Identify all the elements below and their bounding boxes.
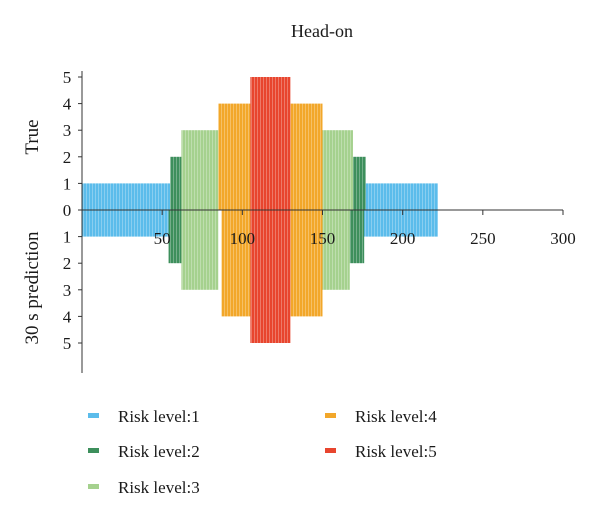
bar-true-level2-0 [170,156,182,210]
y-tick-label-true: 3 [63,121,72,140]
y-axis-label-true: True [22,119,43,154]
bar-prediction-level3-1 [322,210,350,290]
axes-layer: 50 100 150 200 250 300 0 1 2 3 4 5 1 2 3 4 5 [63,68,576,373]
legend-label: Risk level:2 [118,442,200,461]
bar-true-level1-1 [364,183,438,210]
y-tick-label-true: 0 [63,201,72,220]
bar-prediction-level5-0 [250,210,291,343]
bar-prediction-level1-0 [82,210,169,237]
legend-swatch [88,413,99,418]
legend-label: Risk level:3 [118,478,200,497]
bar-prediction-level1-1 [362,210,438,237]
bar-true-level1-0 [82,183,171,210]
legend-label: Risk level:5 [355,442,437,461]
legend-item: Risk level:3 [88,478,200,497]
legend-item: Risk level:5 [325,442,437,461]
bars-layer [82,77,438,343]
legend-swatch [325,413,336,418]
bar-prediction-level2-1 [349,210,365,264]
legend-item: Risk level:4 [325,407,437,426]
legend-item: Risk level:2 [88,442,200,461]
x-tick-label: 250 [470,229,496,248]
y-tick-label-prediction: 5 [63,334,72,353]
bar-true-level5-0 [250,77,291,210]
y-tick-label-true: 2 [63,148,72,167]
x-tick-label: 300 [550,229,576,248]
legend-swatch [325,448,336,453]
legend-swatch [88,448,99,453]
y-axis-label-prediction: 30 s prediction [22,231,43,344]
bar-true-level4-0 [218,103,251,210]
y-tick-label-prediction: 1 [63,228,72,247]
y-tick-label-prediction: 2 [63,254,72,273]
bar-prediction-level4-1 [290,210,323,317]
chart-title: Head-on [291,21,353,41]
x-tick-label: 200 [390,229,416,248]
y-tick-label-true: 5 [63,68,72,87]
y-tick-label-true: 1 [63,174,72,193]
legend-label: Risk level:1 [118,407,200,426]
x-tick-label: 100 [230,229,256,248]
x-tick-label: 150 [310,229,336,248]
bar-true-level3-1 [322,130,353,210]
legend-label: Risk level:4 [355,407,437,426]
bar-true-level3-0 [181,130,219,210]
bar-prediction-level3-0 [181,210,219,290]
bar-prediction-level2-0 [168,210,182,264]
bar-true-level2-1 [352,156,366,210]
legend-item: Risk level:1 [88,407,200,426]
bar-true-level4-1 [290,103,323,210]
y-tick-label-prediction: 3 [63,281,72,300]
bar-prediction-level4-0 [221,210,251,317]
x-tick-label: 50 [154,229,171,248]
y-tick-label-prediction: 4 [63,307,72,326]
legend-swatch [88,484,99,489]
y-tick-label-true: 4 [63,95,72,114]
legend: Risk level:1 Risk level:4 Risk level:2 Risk… [88,407,437,497]
